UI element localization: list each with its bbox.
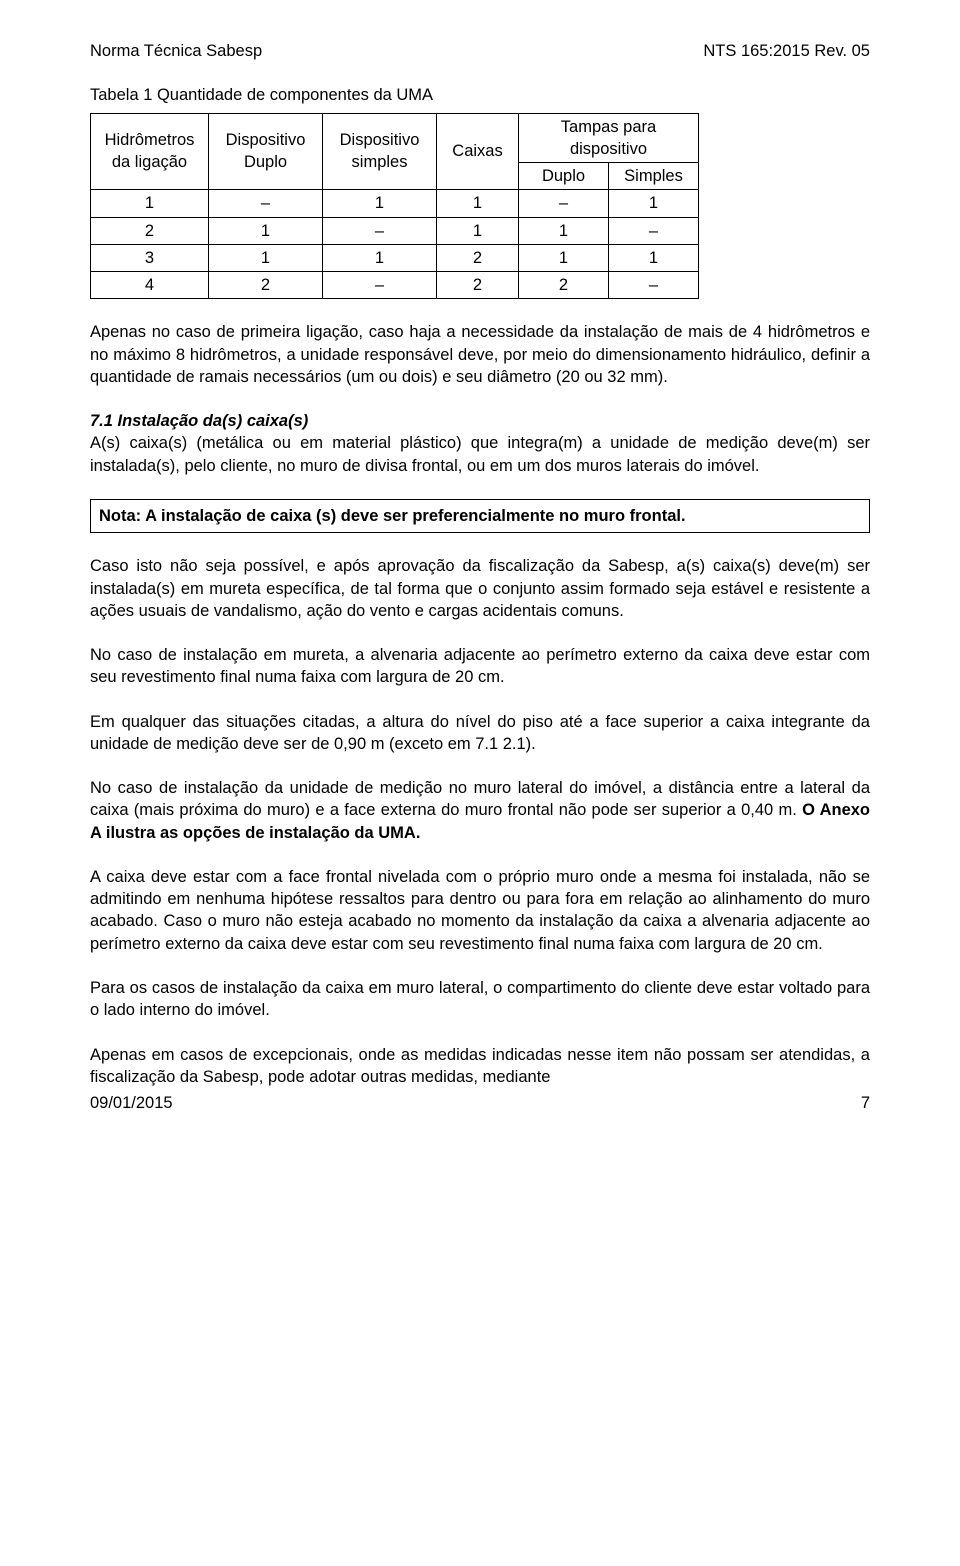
th-disp-simples: Dispositivo simples	[323, 113, 437, 190]
cell: –	[609, 217, 699, 244]
table-body: 1 – 1 1 – 1 2 1 – 1 1 – 3 1 1 2 1 1	[91, 190, 699, 299]
cell: 1	[437, 217, 519, 244]
cell: –	[323, 217, 437, 244]
table-row: 1 – 1 1 – 1	[91, 190, 699, 217]
header-right: NTS 165:2015 Rev. 05	[703, 40, 870, 62]
cell: 3	[91, 244, 209, 271]
th-tampa-simples: Simples	[609, 163, 699, 190]
cell: 4	[91, 272, 209, 299]
cell: 1	[91, 190, 209, 217]
cell: 1	[519, 217, 609, 244]
cell: 2	[91, 217, 209, 244]
paragraph-3: No caso de instalação em mureta, a alven…	[90, 644, 870, 689]
table-title: Tabela 1 Quantidade de componentes da UM…	[90, 84, 870, 106]
paragraph-7: Para os casos de instalação da caixa em …	[90, 977, 870, 1022]
cell: 1	[437, 190, 519, 217]
paragraph-5-text: No caso de instalação da unidade de medi…	[90, 779, 870, 819]
cell: 1	[519, 244, 609, 271]
cell: –	[609, 272, 699, 299]
header-left: Norma Técnica Sabesp	[90, 40, 262, 62]
section-7-1: 7.1 Instalação da(s) caixa(s) A(s) caixa…	[90, 410, 870, 477]
footer-date: 09/01/2015	[90, 1092, 173, 1114]
cell: 1	[609, 190, 699, 217]
note-box: Nota: A instalação de caixa (s) deve ser…	[90, 499, 870, 533]
cell: 2	[437, 272, 519, 299]
th-tampas-group: Tampas para dispositivo	[519, 113, 699, 163]
paragraph-4: Em qualquer das situações citadas, a alt…	[90, 711, 870, 756]
note-text: Nota: A instalação de caixa (s) deve ser…	[99, 507, 686, 525]
cell: 1	[209, 244, 323, 271]
components-table: Hidrômetros da ligação Dispositivo Duplo…	[90, 113, 699, 300]
paragraph-5: No caso de instalação da unidade de medi…	[90, 777, 870, 844]
paragraph-2: Caso isto não seja possível, e após apro…	[90, 555, 870, 622]
table-row: 2 1 – 1 1 –	[91, 217, 699, 244]
section-7-1-title: 7.1 Instalação da(s) caixa(s)	[90, 412, 308, 430]
page-footer: 09/01/2015 7	[90, 1092, 870, 1114]
cell: –	[209, 190, 323, 217]
footer-page-number: 7	[861, 1092, 870, 1114]
table-row: 3 1 1 2 1 1	[91, 244, 699, 271]
th-tampa-duplo: Duplo	[519, 163, 609, 190]
page-header: Norma Técnica Sabesp NTS 165:2015 Rev. 0…	[90, 40, 870, 62]
cell: –	[323, 272, 437, 299]
cell: –	[519, 190, 609, 217]
cell: 1	[323, 190, 437, 217]
th-hidrometros: Hidrômetros da ligação	[91, 113, 209, 190]
document-page: Norma Técnica Sabesp NTS 165:2015 Rev. 0…	[0, 0, 960, 1144]
th-caixas: Caixas	[437, 113, 519, 190]
paragraph-6: A caixa deve estar com a face frontal ni…	[90, 866, 870, 955]
section-7-1-body: A(s) caixa(s) (metálica ou em material p…	[90, 434, 870, 474]
th-disp-duplo: Dispositivo Duplo	[209, 113, 323, 190]
paragraph-1: Apenas no caso de primeira ligação, caso…	[90, 321, 870, 388]
cell: 1	[609, 244, 699, 271]
cell: 1	[209, 217, 323, 244]
cell: 2	[209, 272, 323, 299]
paragraph-8: Apenas em casos de excepcionais, onde as…	[90, 1044, 870, 1089]
cell: 2	[519, 272, 609, 299]
cell: 1	[323, 244, 437, 271]
cell: 2	[437, 244, 519, 271]
table-row: 4 2 – 2 2 –	[91, 272, 699, 299]
